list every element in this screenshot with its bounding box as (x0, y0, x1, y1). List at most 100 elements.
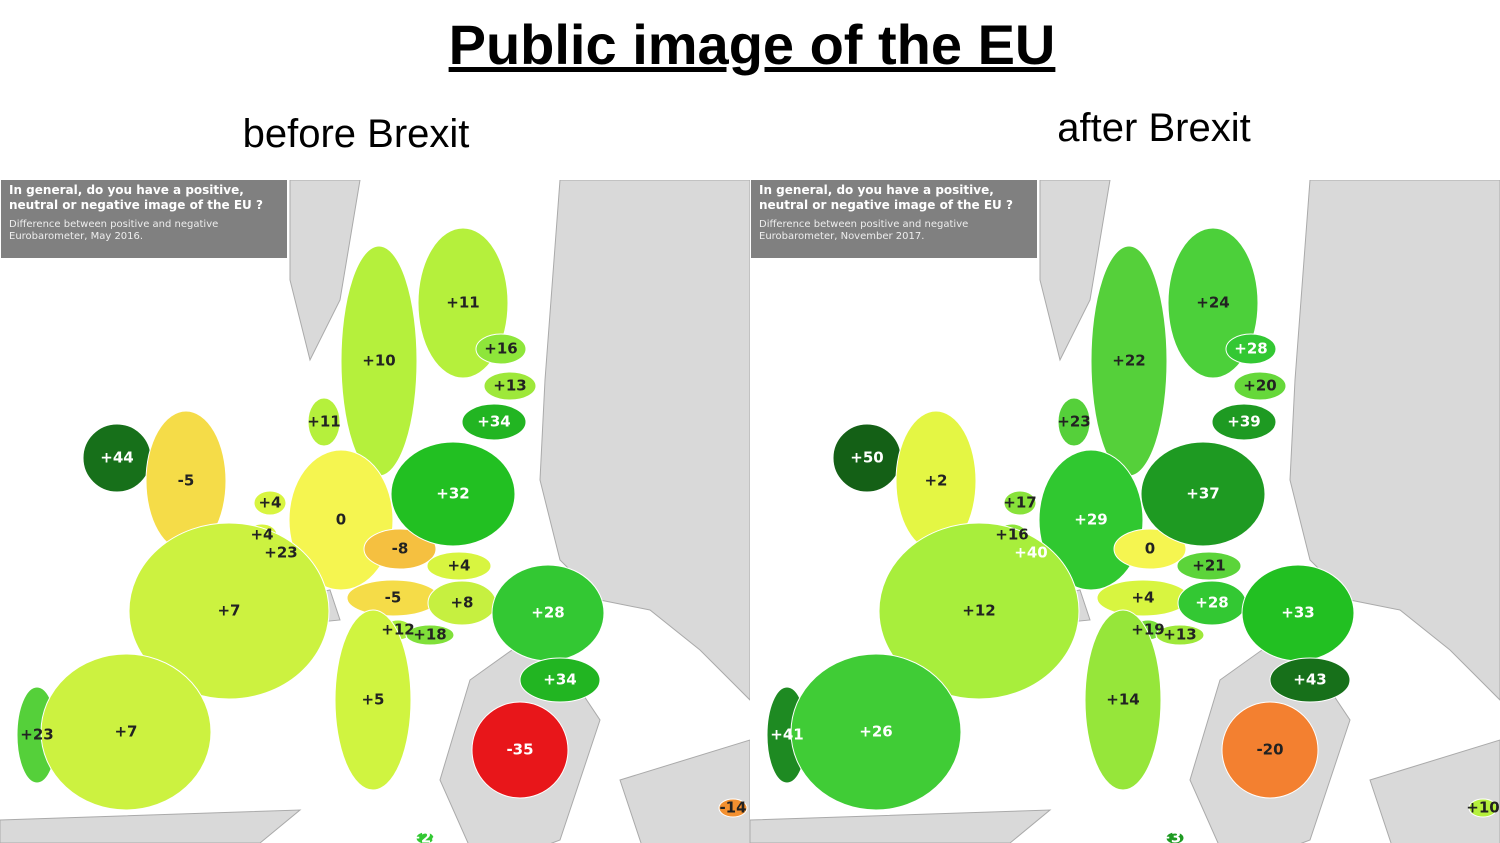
country-label: +5 (361, 691, 384, 709)
country-label: +12 (962, 602, 995, 620)
country-label: +39 (1227, 413, 1260, 431)
map-panel: +11 +10 +16 +13 +34 +11 +44 -5 +4 +4 +23 0 -8 +32 +4 -5… (0, 180, 750, 843)
country-area (40, 653, 212, 811)
country-label: +16 (484, 340, 517, 358)
country-label: +29 (1074, 511, 1107, 529)
country-label: -5 (178, 472, 195, 490)
country-label: +23 (1057, 413, 1090, 431)
country-area (426, 551, 492, 581)
non-eu-land (1369, 739, 1500, 843)
country-label: +34 (543, 671, 576, 689)
country-area (334, 609, 412, 791)
country-label: +7 (114, 723, 137, 741)
country-area (519, 657, 601, 703)
country-area (307, 397, 341, 447)
country-label: +32 (436, 485, 469, 503)
country-label: -20 (1256, 741, 1283, 759)
country-label: +4 (447, 557, 470, 575)
non-eu-land (750, 809, 1052, 843)
country-label: +28 (408, 829, 441, 843)
country-label: +26 (859, 723, 892, 741)
country-label: +22 (1112, 352, 1145, 370)
non-eu-land (0, 809, 302, 843)
country-label: +34 (477, 413, 510, 431)
country-area (475, 333, 527, 365)
country-label: +10 (362, 352, 395, 370)
country-label: -35 (506, 741, 533, 759)
country-label: +2 (924, 472, 947, 490)
country-area (415, 831, 435, 843)
country-area (128, 522, 330, 700)
country-label: +33 (1281, 604, 1314, 622)
country-label: +4 (250, 526, 273, 544)
non-eu-land (289, 180, 361, 362)
country-label: +44 (100, 449, 133, 467)
country-area (1468, 798, 1498, 818)
country-area (1084, 609, 1162, 791)
country-label: +16 (995, 526, 1028, 544)
country-label: +28 (531, 604, 564, 622)
non-eu-land (1039, 180, 1111, 362)
country-area (390, 441, 516, 547)
legend-note: Difference between positive and negative (9, 219, 219, 230)
country-area (1003, 490, 1037, 516)
country-label: -14 (719, 799, 746, 817)
country-label: +4 (258, 494, 281, 512)
country-area (1057, 397, 1091, 447)
country-area (1140, 441, 1266, 547)
country-area (1221, 701, 1319, 799)
country-label: +23 (264, 544, 297, 562)
map: +24 +22 +28 +20 +39 +23 +50 +2 +17 +16+40 +29 0 +37 +… (750, 180, 1500, 843)
country-label: +41 (770, 726, 803, 744)
country-label: +14 (1106, 691, 1139, 709)
country-label: +10 (1466, 799, 1499, 817)
non-eu-land (1289, 180, 1500, 701)
country-label: +7 (217, 602, 240, 620)
country-label: +4 (1131, 589, 1154, 607)
country-area (1155, 624, 1205, 646)
country-label: +28 (1195, 594, 1228, 612)
country-area (878, 522, 1080, 700)
legend-source: Eurobarometer, May 2016. (9, 231, 144, 242)
legend-box: In general, do you have a positive, neut… (751, 180, 1037, 258)
country-label: +19 (1131, 621, 1164, 639)
country-label: +12 (381, 621, 414, 639)
country-label: +50 (850, 449, 883, 467)
country-area (471, 701, 569, 799)
country-area (405, 624, 455, 646)
country-area (790, 653, 962, 811)
country-label: +37 (1158, 829, 1191, 843)
country-label: +13 (1163, 626, 1196, 644)
country-area (1225, 333, 1277, 365)
country-label: -8 (392, 540, 409, 558)
country-label: +21 (1192, 557, 1225, 575)
country-area (253, 490, 287, 516)
country-area (1165, 831, 1185, 843)
legend-question: In general, do you have a positive, neut… (9, 183, 263, 212)
country-label: +18 (413, 626, 446, 644)
legend-source: Eurobarometer, November 2017. (759, 231, 925, 242)
country-label: +24 (1196, 294, 1229, 312)
country-area (1176, 551, 1242, 581)
country-area (1269, 657, 1351, 703)
country-area (1113, 528, 1187, 570)
country-label: +20 (1243, 377, 1276, 395)
country-label: 0 (336, 511, 346, 529)
legend-question: In general, do you have a positive, neut… (759, 183, 1013, 212)
map: +11+10+16+13+34+11+44-5+4+4+230-8+32+4-5… (0, 180, 750, 843)
country-label: -5 (385, 589, 402, 607)
country-label: +13 (493, 377, 526, 395)
country-label: +11 (446, 294, 479, 312)
country-label: +37 (1186, 485, 1219, 503)
country-label: +43 (1293, 671, 1326, 689)
country-label: +11 (307, 413, 340, 431)
country-area (1233, 371, 1287, 401)
legend-note: Difference between positive and negative (759, 219, 969, 230)
country-label: +17 (1003, 494, 1036, 512)
country-area (363, 528, 437, 570)
country-label: +28 (1234, 340, 1267, 358)
country-area (483, 371, 537, 401)
country-area (461, 403, 527, 441)
map-panel: +24 +22 +28 +20 +39 +23 +50 +2 +17 +16 +40 +29 0 +37 +… (750, 180, 1500, 843)
